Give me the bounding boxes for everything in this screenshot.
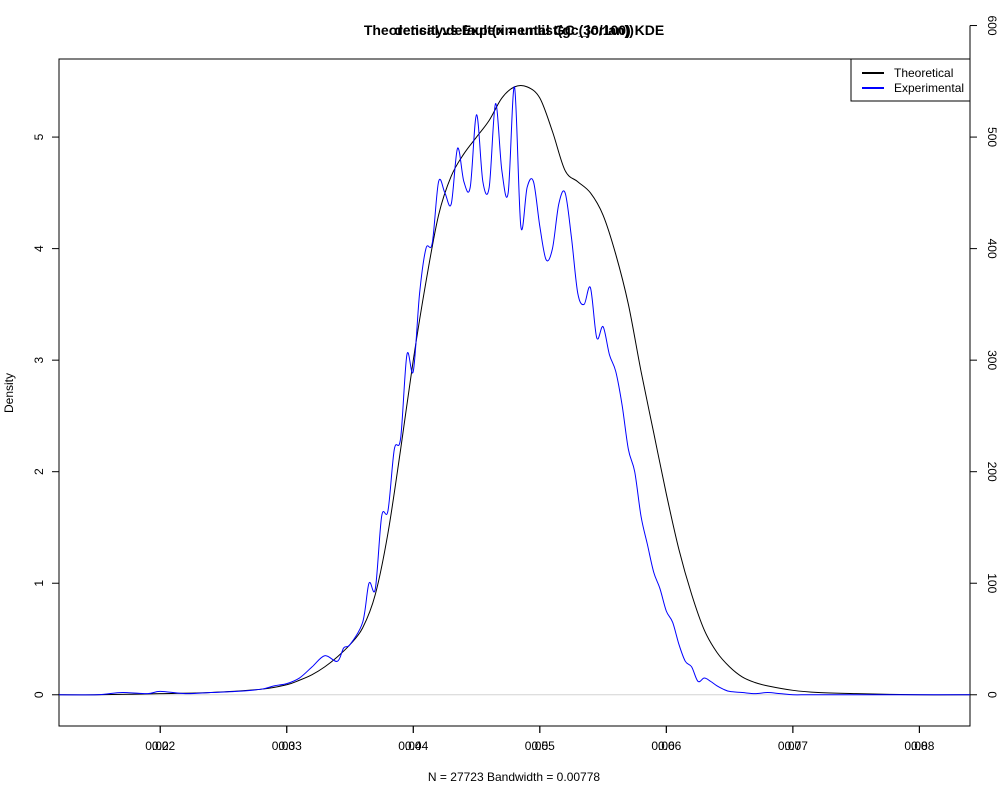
y-axis-right: 0 100 200 300 400 500 600 <box>969 16 999 698</box>
legend-label-theoretical: Theoretical <box>894 66 953 80</box>
x-axis-b: 0.002 0.003 0.004 0.005 0.006 0.007 0.008 <box>145 725 935 753</box>
plot-frame <box>58 58 971 727</box>
x-tick-label-b: 0.003 <box>272 739 302 753</box>
chart-title-1: Theoretical vs Experimental GC (30/100) … <box>364 22 664 38</box>
x-tick-label-b: 0.008 <box>904 739 934 753</box>
y-axis-label: Density <box>2 373 16 413</box>
chart-title-2: density.default(x = unlist(gc_jorian)) <box>394 22 634 38</box>
x-tick-label-b: 0.007 <box>778 739 808 753</box>
x-tick-label-b: 0.002 <box>145 739 175 753</box>
y-axis-left: 0 1 2 3 4 5 <box>32 133 60 698</box>
y-tick-label-left: 0 <box>32 691 46 698</box>
y-tick-label-left: 3 <box>32 356 46 363</box>
theoretical-line <box>58 84 971 696</box>
y-tick-label-right: 200 <box>985 462 999 482</box>
x-tick-label-a: 0.8 <box>911 739 928 753</box>
y-tick-label-right: 400 <box>985 239 999 259</box>
x-tick-label-a: 0.3 <box>278 739 295 753</box>
experimental-line <box>58 86 970 696</box>
x-tick-label-a: 0.6 <box>658 739 675 753</box>
legend-box <box>850 58 971 102</box>
x-tick-label-b: 0.004 <box>398 739 428 753</box>
x-tick-label-a: 0.5 <box>531 739 548 753</box>
x-tick-label-a: 0.7 <box>785 739 802 753</box>
x-tick-label-b: 0.005 <box>525 739 555 753</box>
y-tick-label-left: 2 <box>32 468 46 475</box>
y-tick-label-right: 500 <box>985 127 999 147</box>
legend-label-experimental: Experimental <box>894 81 964 95</box>
y-tick-label-left: 1 <box>32 580 46 587</box>
legend: Theoretical Experimental <box>850 58 971 102</box>
y-tick-label-right: 600 <box>985 16 999 36</box>
y-tick-label-right: 300 <box>985 350 999 370</box>
x-tick-label-a: 0.2 <box>152 739 169 753</box>
x-axis-label: N = 27723 Bandwidth = 0.00778 <box>428 770 600 784</box>
y-tick-label-left: 4 <box>32 245 46 252</box>
y-tick-label-left: 5 <box>32 133 46 140</box>
x-tick-label-b: 0.006 <box>651 739 681 753</box>
y-tick-label-right: 100 <box>985 573 999 593</box>
y-tick-label-right: 0 <box>985 691 999 698</box>
x-tick-label-a: 0.4 <box>405 739 422 753</box>
